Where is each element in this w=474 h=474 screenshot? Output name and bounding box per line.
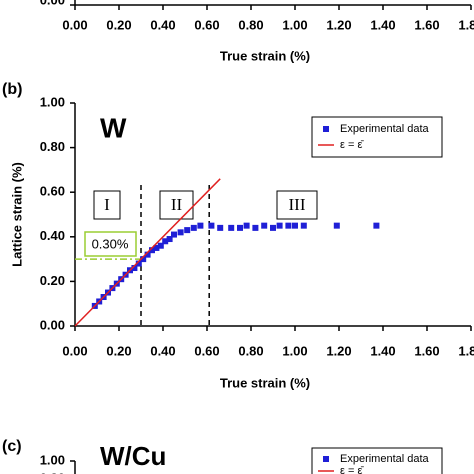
x-tick-label: 1.00	[282, 17, 307, 32]
region-box	[276, 190, 318, 220]
y-tick-label: 1.00	[40, 452, 65, 467]
x-tick-label: 1.80	[458, 17, 474, 32]
y-tick-label: 0.00	[40, 317, 65, 332]
data-point	[197, 222, 204, 229]
data-point	[162, 238, 169, 245]
x-tick-label: 1.40	[370, 17, 395, 32]
panel-label: (b)	[2, 81, 22, 98]
data-point	[166, 236, 173, 243]
region-label: III	[289, 195, 306, 214]
data-point	[208, 222, 215, 229]
x-tick-label: 0.00	[62, 17, 87, 32]
x-tick-label: 1.20	[326, 343, 351, 358]
y-tick-label: 0.00	[40, 0, 65, 7]
x-tick-label: 0.80	[238, 343, 263, 358]
data-point	[333, 222, 340, 229]
data-point	[177, 229, 184, 236]
legend-box	[311, 116, 443, 158]
x-tick-label: 0.60	[194, 17, 219, 32]
y-tick-label: 0.80	[40, 470, 65, 474]
data-point	[300, 222, 307, 229]
x-tick-label: 0.80	[238, 17, 263, 32]
x-axis-label: True strain (%)	[220, 48, 310, 63]
x-tick-label: 1.20	[326, 17, 351, 32]
data-point	[285, 222, 292, 229]
y-tick-label: 0.20	[40, 273, 65, 288]
panel-label: (c)	[2, 438, 22, 455]
x-axis-label: True strain (%)	[220, 375, 310, 390]
region-box	[93, 190, 121, 220]
data-point	[228, 224, 235, 231]
y-tick-label: 0.40	[40, 228, 65, 243]
data-point	[149, 247, 155, 254]
x-tick-label: 0.20	[106, 343, 131, 358]
x-tick-label: 1.80	[458, 343, 474, 358]
data-point	[157, 242, 164, 249]
data-point	[140, 256, 147, 263]
reference-label: 0.30%	[92, 236, 129, 251]
legend-label: ε = ε̄	[340, 139, 364, 151]
data-point	[171, 231, 177, 238]
panel-title: W/Cu	[100, 441, 166, 471]
region-label: I	[104, 195, 110, 214]
x-tick-label: 1.00	[282, 343, 307, 358]
data-point	[135, 260, 142, 267]
data-point	[237, 224, 243, 231]
data-point	[270, 224, 276, 231]
legend-label: ε = ε̄	[340, 465, 364, 474]
y-tick-label: 0.80	[40, 139, 65, 154]
data-point	[243, 222, 250, 229]
data-point	[131, 265, 138, 272]
data-point	[252, 224, 259, 231]
data-point	[292, 222, 298, 229]
y-tick-label: 0.60	[40, 184, 65, 199]
data-point	[373, 222, 380, 229]
x-tick-label: 1.60	[414, 343, 439, 358]
x-tick-label: 1.40	[370, 343, 395, 358]
data-point	[276, 222, 283, 229]
x-tick-label: 0.40	[150, 17, 175, 32]
reference-box	[84, 231, 137, 257]
legend-label: Experimental data	[340, 453, 430, 465]
y-tick-label: 1.00	[40, 94, 65, 109]
legend-swatch	[323, 456, 329, 462]
fit-line	[74, 178, 221, 327]
data-point	[261, 222, 268, 229]
x-tick-label: 0.00	[62, 343, 87, 358]
region-box	[159, 190, 194, 220]
legend-swatch	[323, 126, 329, 132]
data-point	[153, 244, 160, 251]
data-point	[144, 251, 151, 258]
panel-title: W	[100, 112, 127, 143]
x-tick-label: 0.40	[150, 343, 175, 358]
data-point	[190, 224, 197, 231]
region-label: II	[171, 195, 183, 214]
data-point	[217, 224, 224, 231]
legend-box	[311, 447, 443, 474]
y-axis-label: Lattice strain (%)	[9, 162, 24, 267]
x-tick-label: 0.60	[194, 343, 219, 358]
legend-label: Experimental data	[340, 123, 430, 135]
x-tick-label: 0.20	[106, 17, 131, 32]
data-point	[184, 227, 191, 234]
x-tick-label: 1.60	[414, 17, 439, 32]
